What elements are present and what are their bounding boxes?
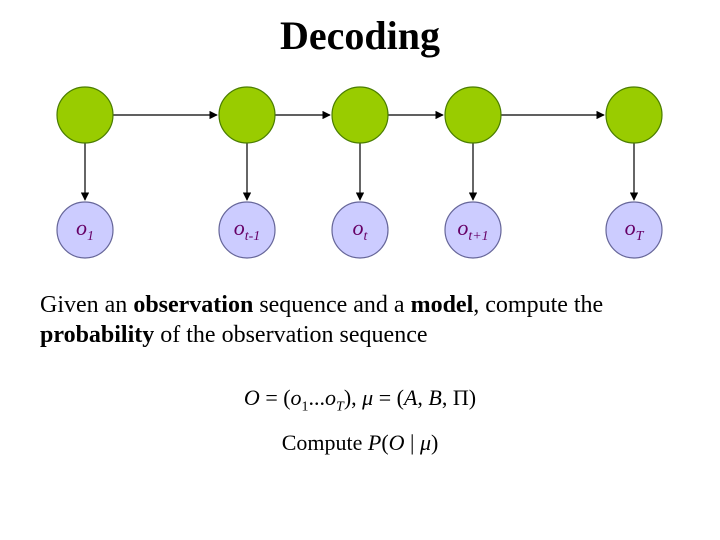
formula-O: O bbox=[244, 385, 260, 410]
diagram-svg bbox=[0, 70, 720, 280]
observation-label-base: o bbox=[457, 215, 468, 240]
formula-c2: , bbox=[442, 385, 453, 410]
observation-label-sub: 1 bbox=[87, 229, 94, 244]
formula-o1: o bbox=[291, 385, 302, 410]
compute-open: ( bbox=[381, 430, 388, 455]
observation-label: ot+1 bbox=[457, 215, 488, 245]
observation-label: o1 bbox=[76, 215, 94, 245]
compute-line: Compute P(O | μ) bbox=[0, 430, 720, 456]
state-node bbox=[445, 87, 501, 143]
formula-eq1: = ( bbox=[260, 385, 291, 410]
para-observation: observation bbox=[133, 292, 253, 318]
observation-label: ot-1 bbox=[234, 215, 261, 245]
compute-P: P bbox=[368, 430, 381, 455]
formula-sub1: 1 bbox=[302, 399, 309, 414]
formula-ellipsis: ... bbox=[309, 385, 326, 410]
formula-close2: ) bbox=[469, 385, 476, 410]
formula-eq2: = ( bbox=[373, 385, 404, 410]
formula-subT: T bbox=[336, 399, 344, 414]
page-title: Decoding bbox=[0, 12, 720, 59]
formula-oT: o bbox=[325, 385, 336, 410]
para-t3: , compute the bbox=[473, 292, 603, 318]
para-model: model bbox=[411, 292, 474, 318]
compute-close: ) bbox=[431, 430, 438, 455]
observation-label-base: o bbox=[625, 215, 636, 240]
formula-line: O = (o1...oT), μ = (A, B, Π) bbox=[0, 385, 720, 415]
formula-mu: μ bbox=[362, 385, 373, 410]
description-paragraph: Given an observation sequence and a mode… bbox=[40, 290, 680, 350]
observation-label-sub: t bbox=[364, 229, 368, 244]
formula-A: A bbox=[404, 385, 417, 410]
observation-label-sub: t+1 bbox=[468, 229, 488, 244]
formula-close1: ), bbox=[344, 385, 362, 410]
observation-label-base: o bbox=[76, 215, 87, 240]
state-node bbox=[606, 87, 662, 143]
state-node bbox=[332, 87, 388, 143]
state-node bbox=[219, 87, 275, 143]
compute-bar: | bbox=[405, 430, 420, 455]
hmm-diagram: o1ot-1otot+1oT bbox=[0, 70, 720, 280]
para-t2: sequence and a bbox=[253, 292, 410, 318]
para-t4: of the observation sequence bbox=[154, 322, 427, 348]
observation-label-sub: T bbox=[636, 229, 644, 244]
observation-label: ot bbox=[353, 215, 368, 245]
observation-label: oT bbox=[625, 215, 644, 245]
para-probability: probability bbox=[40, 322, 154, 348]
compute-mu: μ bbox=[420, 430, 431, 455]
compute-label: Compute bbox=[282, 430, 368, 455]
compute-O: O bbox=[389, 430, 405, 455]
formula-c1: , bbox=[417, 385, 428, 410]
formula-Pi: Π bbox=[453, 385, 469, 410]
para-t1: Given an bbox=[40, 292, 133, 318]
observation-label-base: o bbox=[353, 215, 364, 240]
state-node bbox=[57, 87, 113, 143]
observation-label-base: o bbox=[234, 215, 245, 240]
formula-B: B bbox=[428, 385, 441, 410]
observation-label-sub: t-1 bbox=[245, 229, 261, 244]
